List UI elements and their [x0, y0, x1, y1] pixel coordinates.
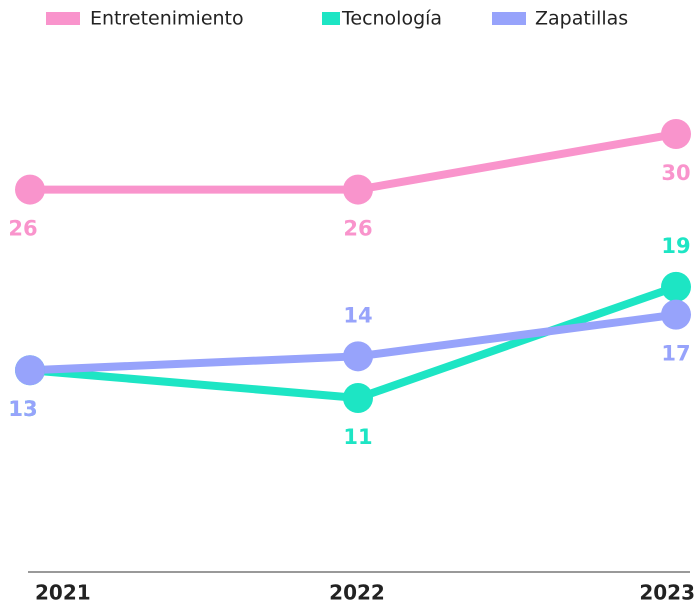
legend-label: Zapatillas: [535, 8, 628, 30]
point: [343, 174, 373, 205]
value-label: 11: [343, 425, 372, 449]
value-label: 30: [661, 161, 690, 185]
value-label: 17: [661, 342, 690, 366]
point: [661, 119, 691, 149]
value-label: 19: [661, 234, 690, 258]
legend-swatch: [492, 12, 526, 25]
x-tick-label: 2023: [639, 581, 695, 604]
legend-swatch: [46, 12, 80, 25]
point: [661, 271, 691, 302]
point: [15, 355, 45, 386]
x-tick-label: 2021: [35, 581, 91, 604]
value-label: 26: [8, 217, 37, 241]
value-label: 14: [343, 303, 372, 327]
value-label: 26: [343, 217, 372, 241]
legend-label: Tecnología: [341, 8, 442, 30]
point: [15, 174, 45, 205]
legend-swatch: [322, 12, 340, 25]
value-label: 13: [8, 397, 37, 421]
value-label: 13: [8, 397, 37, 421]
point: [661, 299, 691, 330]
point: [343, 341, 373, 372]
x-tick-label: 2022: [329, 581, 385, 604]
point: [343, 383, 373, 413]
legend-label: Entretenimiento: [90, 8, 244, 30]
